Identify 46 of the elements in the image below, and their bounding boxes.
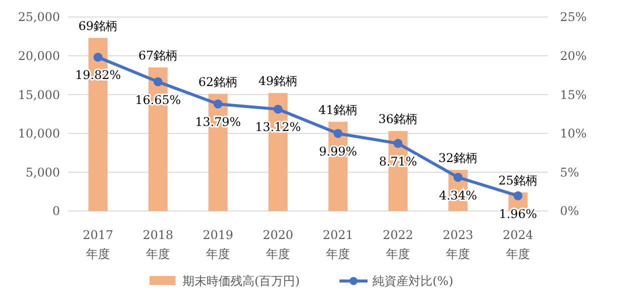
x-tick-label: 2022 年度 <box>382 228 414 261</box>
point <box>394 138 402 148</box>
x-tick-label: 2019 年度 <box>202 228 234 261</box>
y-tick-label: 15,000 <box>18 88 60 102</box>
annotation: 49銘柄 <box>258 74 298 88</box>
data-label: 4.34% <box>438 188 478 202</box>
y2-tick-label: 15% <box>560 88 587 102</box>
y2-tick-label: 5% <box>560 165 580 180</box>
y-tick-label: 10,000 <box>18 126 60 141</box>
x-tick-label: 2024 年度 <box>502 228 534 261</box>
annotation: 62銘柄 <box>198 74 238 89</box>
y-tick-label: 5,000 <box>26 165 60 180</box>
point <box>94 52 102 62</box>
data-label: 8.71% <box>378 154 418 168</box>
legend-label: 期末時価残高(百万円) <box>182 274 300 288</box>
y2-tick-label: 10% <box>560 126 587 141</box>
x-tick-label: 2018 年度 <box>142 228 174 261</box>
legend-label: 純資産対比(%) <box>372 274 454 288</box>
x-tick-label: 2021 年度 <box>322 228 354 261</box>
data-label: 13.12% <box>255 120 301 134</box>
y2-tick-label: 20% <box>560 49 587 63</box>
annotation: 69銘柄 <box>78 18 118 33</box>
data-label: 13.79% <box>195 114 241 129</box>
annotation: 32銘柄 <box>438 150 478 165</box>
point <box>514 191 522 200</box>
data-label: 19.82% <box>75 68 121 82</box>
y2-tick-label: 0% <box>560 204 580 218</box>
point <box>214 99 222 108</box>
annotation: 36銘柄 <box>378 112 418 126</box>
y2-tick-label: 25% <box>560 10 587 24</box>
x-tick-label: 2023 年度 <box>442 228 474 261</box>
point <box>154 77 162 86</box>
point <box>274 104 282 114</box>
annotation: 67銘柄 <box>138 48 178 62</box>
data-label: 9.99% <box>318 144 358 158</box>
x-tick-label: 2020 年度 <box>262 228 294 261</box>
x-tick-label: 2017 年度 <box>82 228 114 261</box>
annotation: 41銘柄 <box>318 102 358 117</box>
y-tick-label: 25,000 <box>18 10 60 24</box>
annotation: 25銘柄 <box>498 173 538 188</box>
point <box>334 128 342 138</box>
point <box>454 172 462 182</box>
y-tick-label: 20,000 <box>18 49 60 63</box>
data-label: 1.96% <box>498 206 538 221</box>
data-label: 16.65% <box>135 92 181 107</box>
y-tick-label: 0 <box>52 204 60 218</box>
